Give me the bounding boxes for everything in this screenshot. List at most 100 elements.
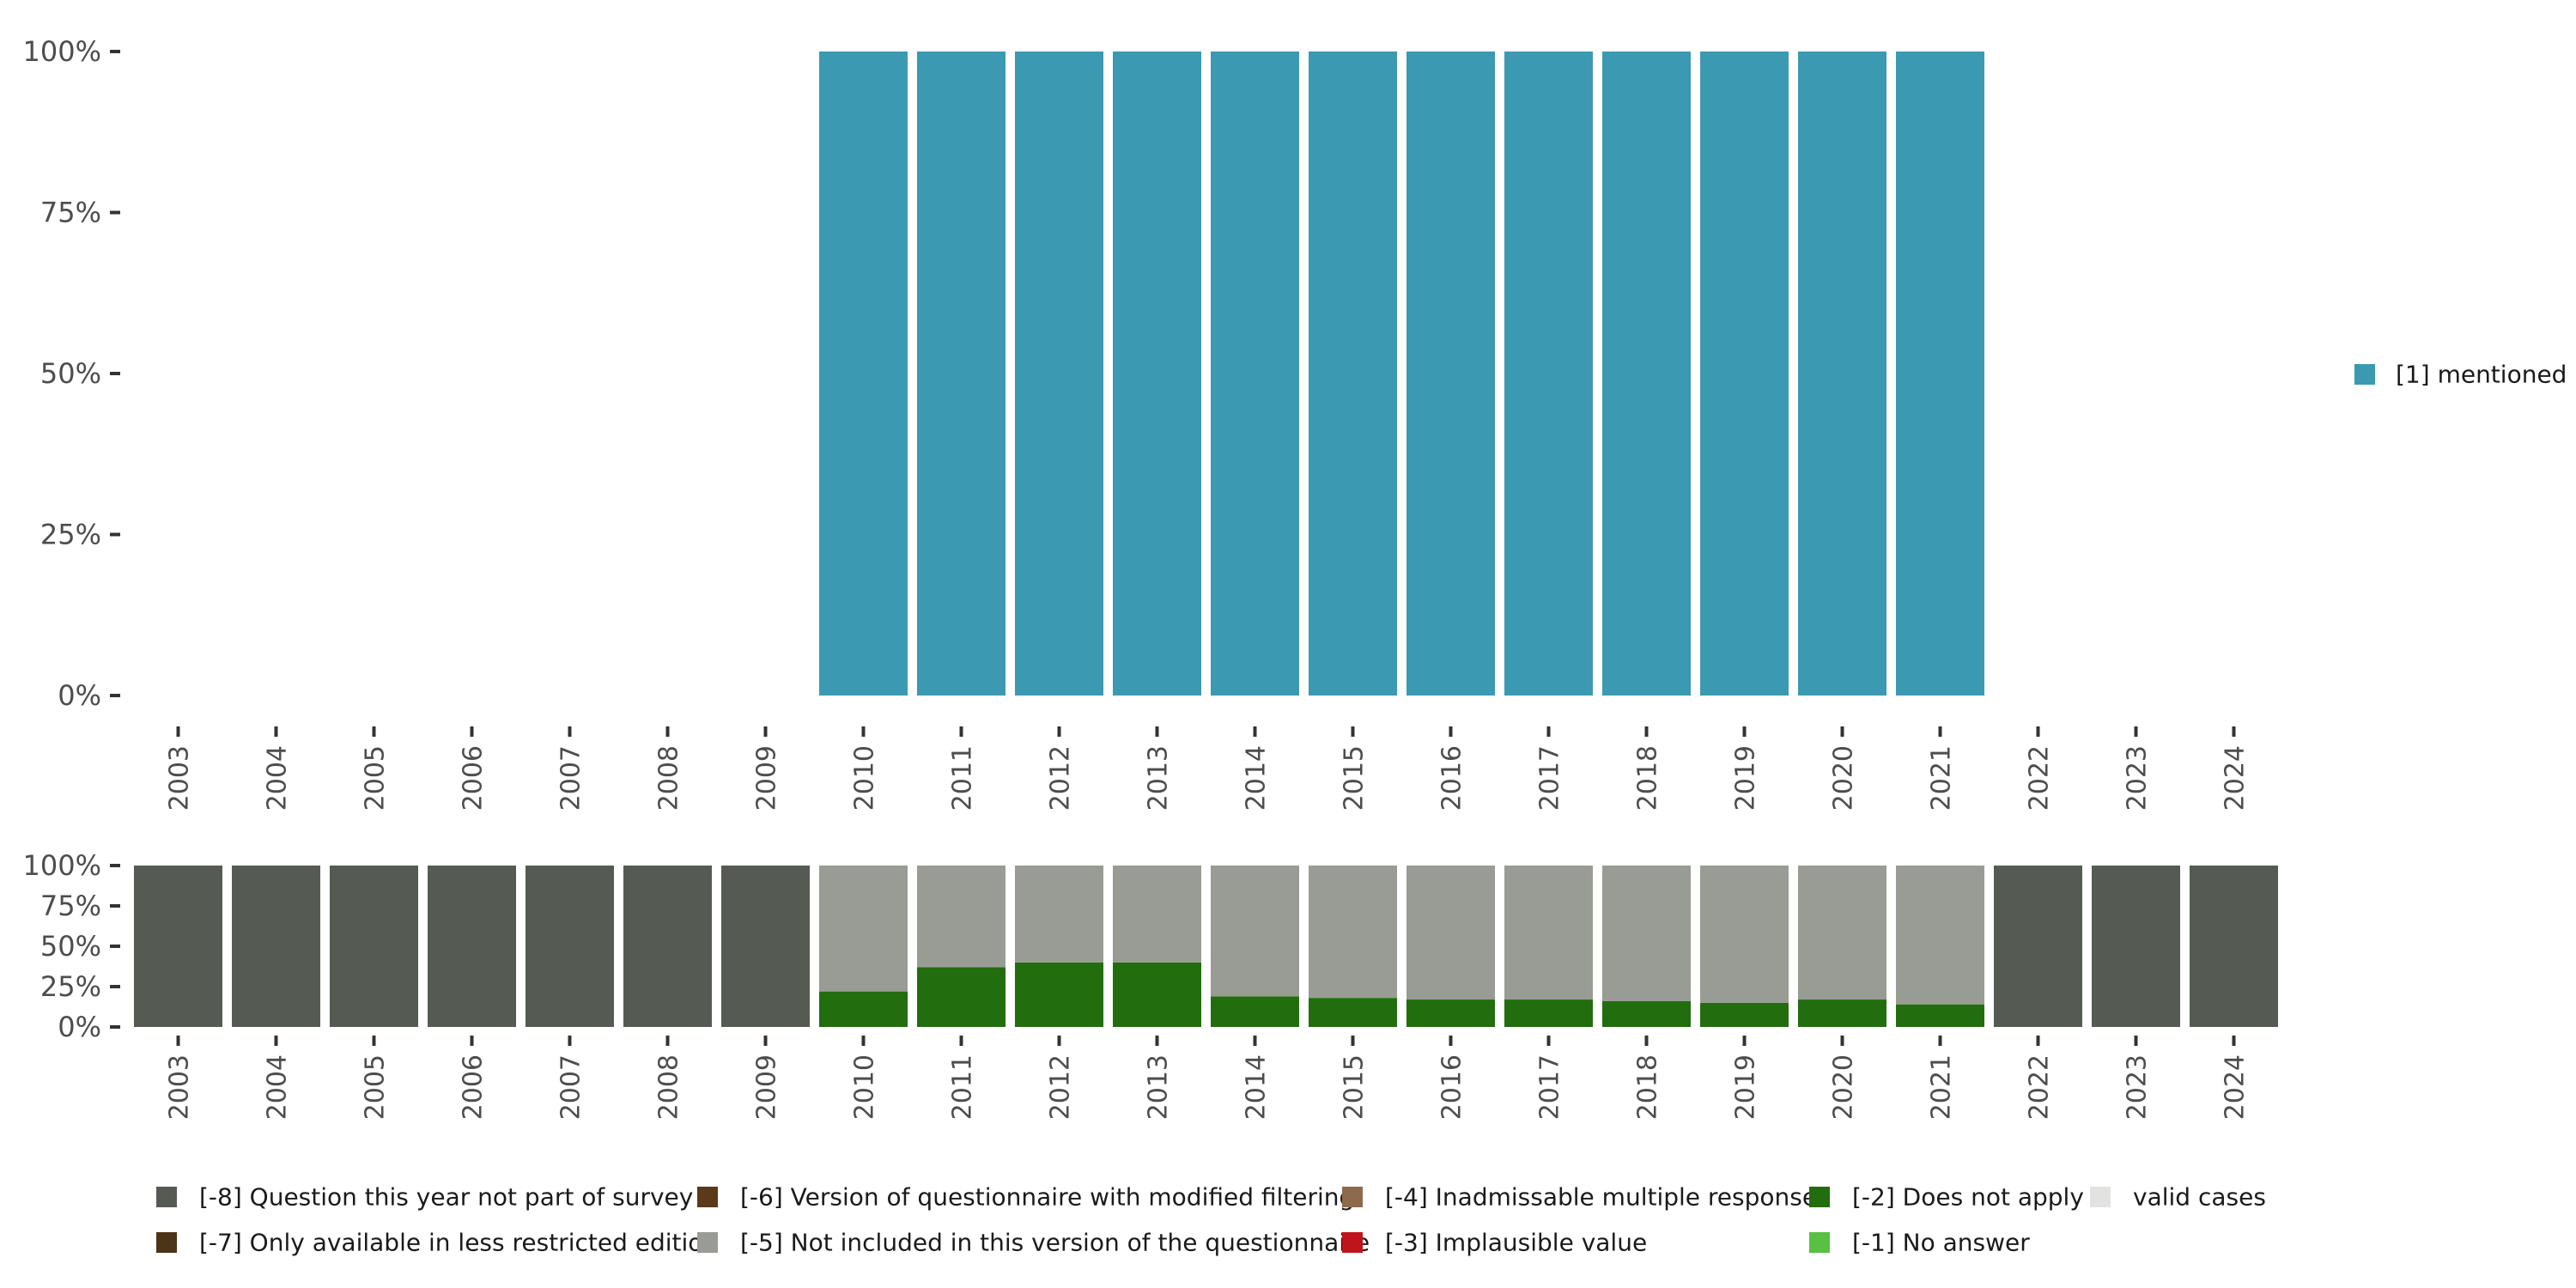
top-bar-2014	[1211, 52, 1299, 696]
bottom-legend-label: [-5] Not included in this version of the…	[740, 1229, 1370, 1257]
top-x-tick-label: 2014	[1242, 745, 1272, 811]
bottom-y-tick-label: 75%	[40, 890, 101, 922]
bottom-legend-label: [-4] Inadmissable multiple response	[1385, 1183, 1817, 1212]
bottom-y-tick-label: 50%	[40, 930, 101, 963]
bottom-bar-segment-2010	[819, 866, 908, 992]
bottom-bar-segment-2021	[1896, 1004, 1984, 1027]
bottom-bar-segment-2004	[232, 866, 320, 1027]
bottom-bar-segment-2011	[917, 866, 1005, 968]
bottom-x-tick-label: 2008	[654, 1054, 684, 1120]
bottom-bar-segment-2009	[721, 866, 810, 1027]
bottom-bar-segment-2015	[1309, 866, 1397, 999]
bottom-bar-segment-2016	[1406, 866, 1495, 1000]
bottom-x-tick-label: 2009	[752, 1054, 782, 1120]
bottom-bar-segment-2006	[428, 866, 516, 1027]
bottom-x-tick-label: 2021	[1927, 1054, 1957, 1120]
top-x-tick-label: 2009	[752, 745, 782, 811]
bottom-bar-segment-2011	[917, 967, 1005, 1027]
top-x-tick-label: 2017	[1535, 745, 1565, 811]
bottom-bar-segment-2022	[1994, 866, 2082, 1027]
top-legend-swatch	[2354, 364, 2375, 385]
bottom-bar-segment-2010	[819, 991, 908, 1027]
bottom-bar-segment-2023	[2092, 866, 2180, 1027]
bottom-x-tick-label: 2004	[263, 1054, 293, 1120]
bottom-bar-segment-2008	[623, 866, 712, 1027]
top-y-tick-label: 100%	[23, 35, 101, 68]
bottom-bar-segment-2012	[1015, 962, 1103, 1027]
top-bar-2019	[1700, 52, 1789, 696]
bottom-y-tick-label: 25%	[40, 970, 101, 1003]
top-legend-label: [1] mentioned	[2396, 361, 2567, 389]
top-x-tick-label: 2004	[263, 745, 293, 811]
bottom-bar-segment-2014	[1211, 866, 1299, 997]
bottom-x-tick-label: 2020	[1829, 1054, 1859, 1120]
bottom-bar-segment-2015	[1309, 998, 1397, 1027]
top-bar-2018	[1602, 52, 1691, 696]
top-x-tick-label: 2005	[361, 745, 391, 811]
top-y-tick-label: 50%	[40, 357, 101, 390]
bottom-x-tick-label: 2006	[459, 1054, 489, 1120]
bottom-bar-segment-2019	[1700, 1002, 1789, 1027]
top-bar-2017	[1504, 52, 1593, 696]
top-x-tick-label: 2011	[948, 745, 978, 811]
top-x-tick-label: 2020	[1829, 745, 1859, 811]
bottom-x-tick-label: 2012	[1046, 1054, 1076, 1120]
top-y-tick-label: 25%	[40, 519, 101, 551]
bottom-bar-segment-2017	[1504, 999, 1593, 1027]
bottom-x-tick-label: 2016	[1437, 1054, 1467, 1120]
top-x-tick-label: 2013	[1144, 745, 1174, 811]
bottom-legend-label: [-2] Does not apply	[1852, 1183, 2084, 1212]
top-x-tick-label: 2012	[1046, 745, 1076, 811]
bottom-legend-swatch	[697, 1232, 718, 1253]
top-x-tick-label: 2008	[654, 745, 684, 811]
top-x-tick-label: 2022	[2025, 745, 2055, 811]
bottom-bar-segment-2003	[134, 866, 222, 1027]
bottom-legend-label: [-3] Implausible value	[1385, 1229, 1647, 1257]
bottom-x-tick-label: 2011	[948, 1054, 978, 1120]
bottom-legend-swatch	[1809, 1232, 1830, 1253]
bottom-bar-segment-2018	[1602, 1000, 1691, 1027]
bottom-legend-swatch	[156, 1232, 177, 1253]
top-y-tick-label: 0%	[58, 679, 101, 712]
bottom-x-tick-label: 2014	[1242, 1054, 1272, 1120]
bottom-legend-swatch	[1342, 1187, 1363, 1207]
bottom-bar-segment-2007	[526, 866, 614, 1027]
bottom-legend-label: valid cases	[2133, 1183, 2266, 1212]
top-x-tick-label: 2023	[2123, 745, 2153, 811]
top-x-tick-label: 2006	[459, 745, 489, 811]
top-x-tick-label: 2021	[1927, 745, 1957, 811]
top-x-tick-label: 2007	[556, 745, 586, 811]
bottom-bar-segment-2017	[1504, 866, 1593, 1000]
bottom-y-tick-label: 100%	[23, 849, 101, 882]
bottom-legend-swatch	[1342, 1232, 1363, 1253]
bottom-legend-label: [-1] No answer	[1852, 1229, 2030, 1257]
bottom-x-tick-label: 2015	[1340, 1054, 1370, 1120]
bottom-bar-segment-2018	[1602, 866, 1691, 1001]
top-bar-2011	[917, 52, 1005, 696]
bottom-legend-label: [-6] Version of questionnaire with modif…	[740, 1183, 1354, 1212]
bottom-bar-segment-2013	[1113, 962, 1201, 1027]
bottom-x-tick-label: 2013	[1144, 1054, 1174, 1120]
top-x-tick-label: 2003	[165, 745, 195, 811]
bottom-x-tick-label: 2023	[2123, 1054, 2153, 1120]
bottom-bar-segment-2020	[1798, 999, 1886, 1027]
top-y-tick-label: 75%	[40, 197, 101, 229]
top-bar-2010	[819, 52, 908, 696]
bottom-bar-segment-2024	[2190, 866, 2278, 1027]
bottom-x-tick-label: 2022	[2025, 1054, 2055, 1120]
bottom-legend-swatch	[1809, 1187, 1830, 1207]
bottom-x-tick-label: 2005	[361, 1054, 391, 1120]
bottom-bar-segment-2021	[1896, 866, 1984, 1005]
bottom-x-tick-label: 2010	[850, 1054, 880, 1120]
bottom-bar-segment-2016	[1406, 999, 1495, 1027]
bottom-y-tick-label: 0%	[58, 1011, 101, 1043]
top-x-tick-label: 2019	[1731, 745, 1761, 811]
top-bar-2012	[1015, 52, 1103, 696]
bottom-legend-swatch	[156, 1187, 177, 1207]
bottom-x-tick-label: 2017	[1535, 1054, 1565, 1120]
bottom-bar-segment-2019	[1700, 866, 1789, 1003]
bottom-x-tick-label: 2019	[1731, 1054, 1761, 1120]
top-x-tick-label: 2024	[2221, 745, 2251, 811]
bottom-legend-label: [-8] Question this year not part of surv…	[199, 1183, 693, 1212]
